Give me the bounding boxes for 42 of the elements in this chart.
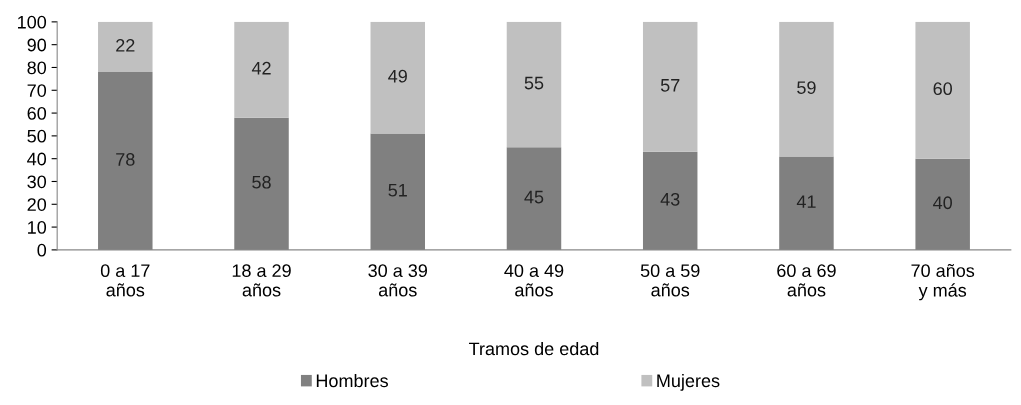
data-label: 45 (524, 190, 544, 204)
bar (370, 21, 425, 134)
data-label: 40 (933, 196, 953, 210)
x-tick-label: 18 a 29 años (232, 264, 291, 297)
bar (779, 21, 834, 157)
bar (915, 21, 970, 159)
data-label: 22 (116, 39, 135, 52)
data-label: 59 (797, 81, 816, 94)
data-label: 60 (933, 82, 953, 96)
x-axis-title: Tramos de edad (469, 341, 599, 356)
data-label: 51 (388, 183, 407, 197)
data-label: 42 (251, 61, 271, 75)
legend-label: Mujeres (657, 373, 720, 391)
data-label: 57 (660, 79, 680, 92)
y-tick-label: 0 (37, 243, 47, 257)
y-tick-label: 60 (27, 107, 47, 120)
y-tick-label: 30 (27, 175, 47, 189)
y-tick-label: 100 (18, 15, 47, 29)
x-tick-label: 70 años y más (911, 263, 975, 301)
data-label: 43 (660, 192, 680, 206)
data-label: 55 (524, 76, 544, 90)
data-label: 41 (796, 195, 816, 208)
x-tick-label: 0 a 17 años (100, 264, 150, 297)
x-tick-label: 40 a 49 años (504, 264, 564, 297)
y-tick-label: 40 (27, 152, 47, 166)
y-tick-label: 20 (27, 198, 47, 211)
y-tick-label: 50 (27, 129, 47, 143)
data-label: 58 (252, 175, 271, 189)
bar (642, 21, 698, 152)
data-label: 49 (388, 69, 407, 83)
x-tick-label: 60 a 69 años (777, 264, 836, 297)
data-label: 78 (116, 153, 135, 166)
bar (234, 21, 289, 118)
x-tick-label: 30 a 39 años (368, 264, 428, 297)
x-tick-label: 50 a 59 años (640, 264, 700, 297)
y-tick-label: 90 (27, 38, 47, 52)
legend-label: Hombres (316, 373, 388, 388)
bar (98, 21, 153, 73)
y-tick-label: 80 (27, 61, 47, 75)
bar (506, 21, 562, 148)
y-tick-label: 70 (27, 84, 47, 97)
y-tick-label: 10 (28, 221, 47, 234)
